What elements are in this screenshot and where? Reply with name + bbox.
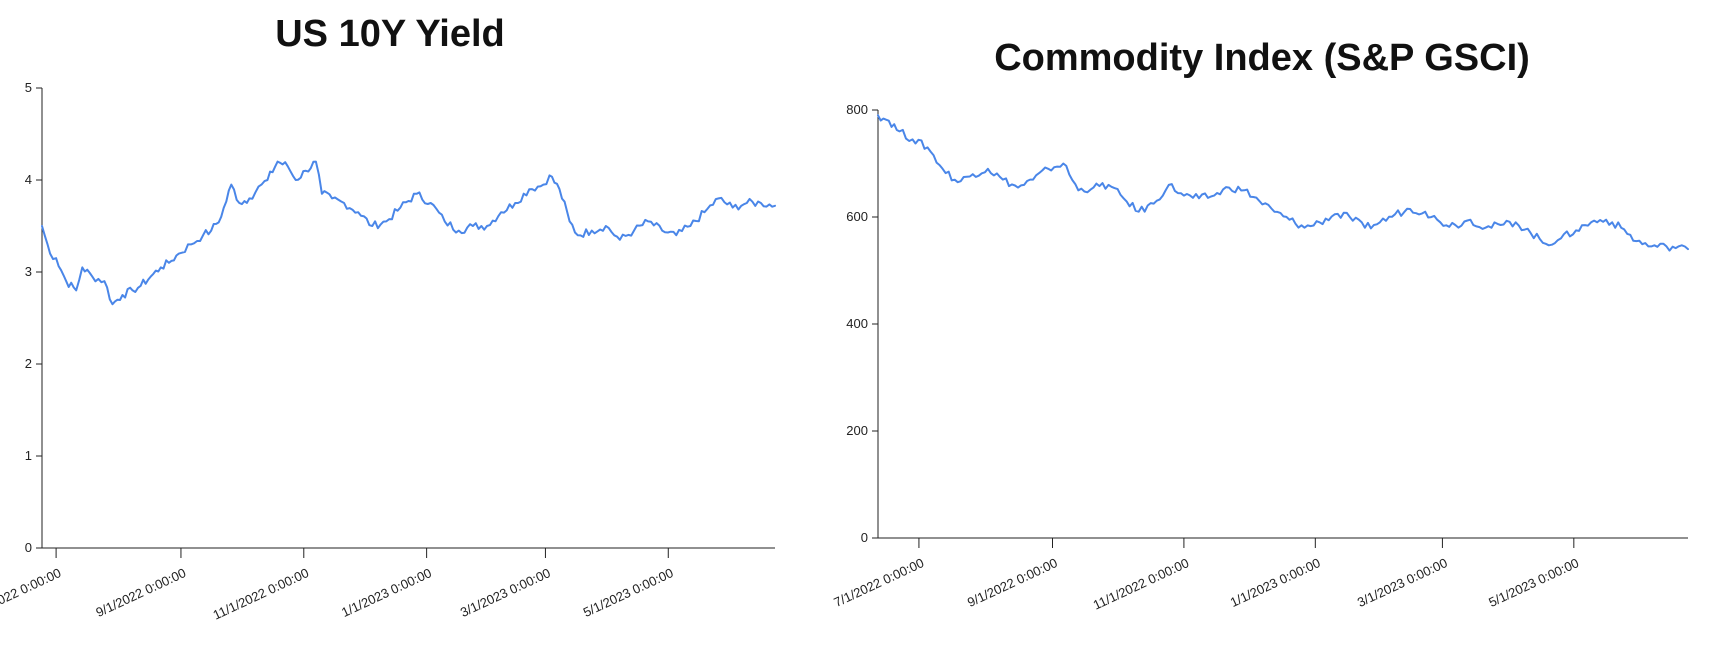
y-tick-label: 400 — [846, 316, 868, 331]
y-tick-label: 0 — [861, 530, 868, 545]
y-tick-label: 3 — [25, 264, 32, 279]
x-tick-label: 7/1/2022 0:00:00 — [831, 555, 926, 610]
y-tick-label: 5 — [25, 80, 32, 95]
x-tick-label: 5/1/2023 0:00:00 — [1486, 555, 1581, 610]
y-tick-label: 800 — [846, 102, 868, 117]
y-tick-label: 0 — [25, 540, 32, 555]
x-tick-label: 3/1/2023 0:00:00 — [1355, 555, 1450, 610]
x-tick-label: 1/1/2023 0:00:00 — [339, 565, 434, 620]
x-tick-label: 11/1/2022 0:00:00 — [1091, 555, 1191, 612]
series-line — [877, 114, 1689, 252]
x-tick-label: 11/1/2022 0:00:00 — [211, 565, 311, 622]
us-10y-yield-chart: US 10Y Yield 0 1 2 3 4 5 7/1/2022 0:00:00 9/1/2… — [0, 13, 776, 623]
chart-title: Commodity Index (S&P GSCI) — [994, 37, 1530, 79]
x-tick-label: 7/1/2022 0:00:00 — [0, 565, 63, 620]
x-tick-label: 5/1/2023 0:00:00 — [581, 565, 676, 620]
y-tick-label: 600 — [846, 209, 868, 224]
y-tick-label: 200 — [846, 423, 868, 438]
x-tick-label: 9/1/2022 0:00:00 — [965, 555, 1060, 610]
y-tick-label: 2 — [25, 356, 32, 371]
chart-title: US 10Y Yield — [275, 13, 505, 55]
x-tick-label: 3/1/2023 0:00:00 — [458, 565, 553, 620]
y-tick-label: 1 — [25, 448, 32, 463]
x-tick-label: 1/1/2023 0:00:00 — [1228, 555, 1323, 610]
commodity-index-chart: Commodity Index (S&P GSCI) 0 200 400 600 800… — [831, 37, 1689, 613]
x-tick-label: 9/1/2022 0:00:00 — [93, 565, 188, 620]
y-tick-label: 4 — [25, 172, 32, 187]
series-line — [41, 160, 776, 306]
